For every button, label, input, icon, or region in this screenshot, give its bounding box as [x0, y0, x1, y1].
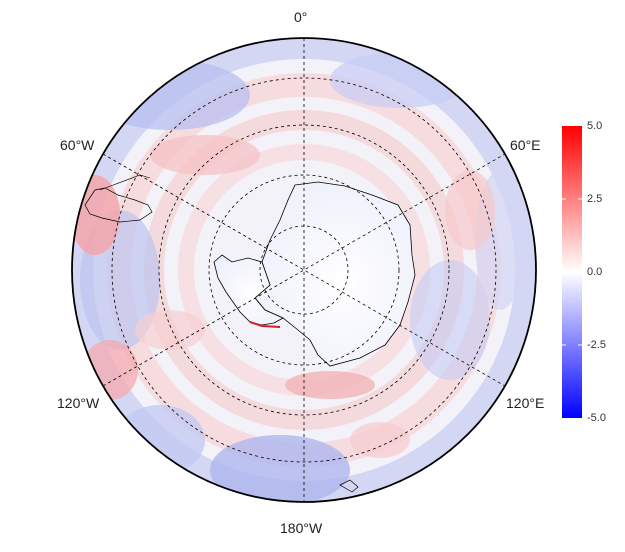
- graticule: [102, 38, 506, 502]
- anomaly-field: [72, 38, 536, 502]
- south-america-tip: [84, 187, 153, 223]
- map-border: [71, 37, 537, 503]
- lon-label-60w: 60°W: [60, 137, 95, 153]
- lon-label-180: 180°W: [280, 520, 323, 536]
- new-zealand: [339, 479, 359, 493]
- colorbar-tick: 2.5: [587, 193, 603, 205]
- colorbar-tick: -5.0: [587, 412, 606, 424]
- lon-label-120e: 120°E: [506, 395, 545, 411]
- antarctic-peninsula: [213, 254, 284, 326]
- colorbar: [562, 126, 582, 418]
- lon-label-0: 0°: [294, 9, 308, 25]
- lon-label-120w: 120°W: [57, 395, 100, 411]
- lon-label-60e: 60°E: [510, 137, 541, 153]
- colorbar-tick: -2.5: [587, 339, 606, 351]
- colorbar-tick: 0.0: [587, 266, 603, 278]
- colorbar-tick: 5.0: [587, 120, 603, 132]
